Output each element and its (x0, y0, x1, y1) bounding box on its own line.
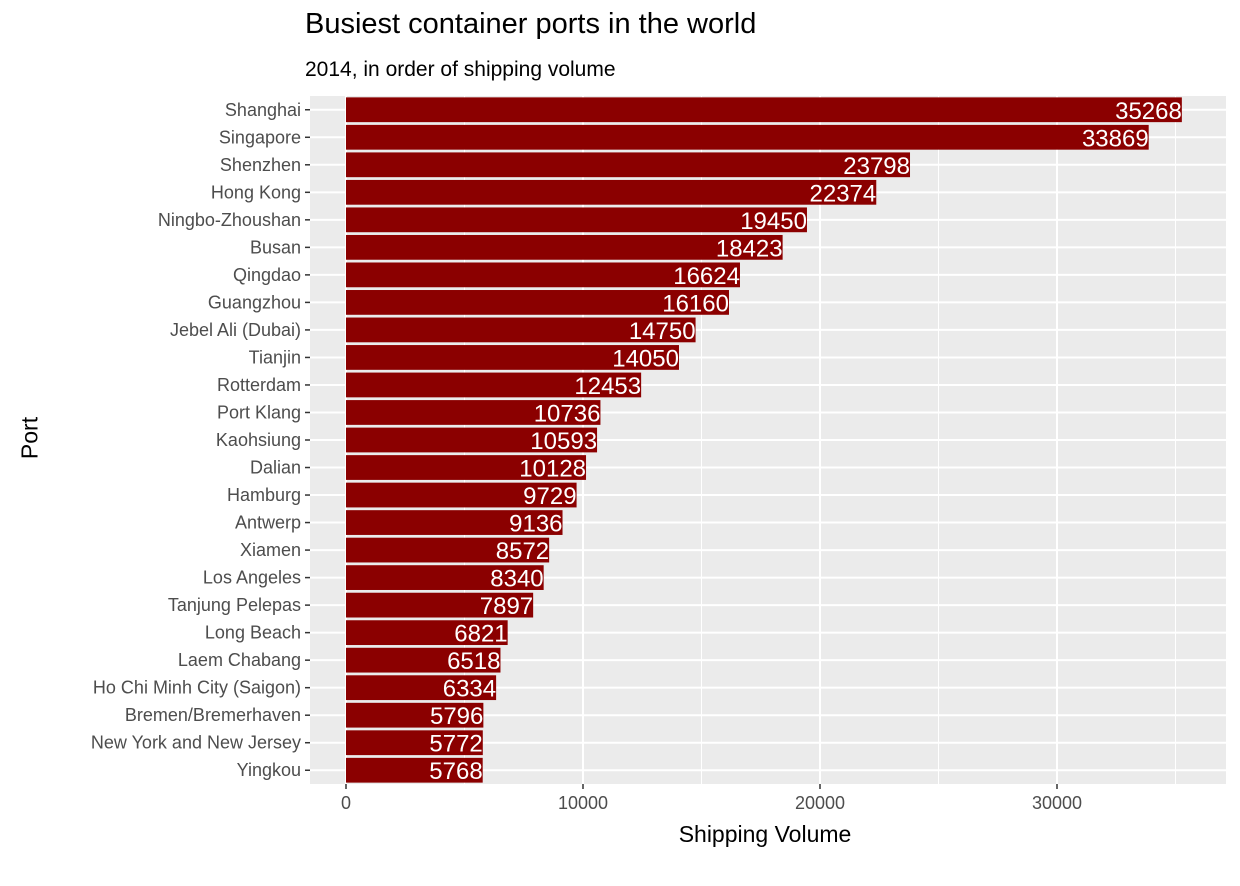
chart-subtitle: 2014, in order of shipping volume (305, 58, 616, 81)
y-tick-label: Hamburg (227, 485, 301, 505)
bar-value-label: 9729 (523, 483, 576, 510)
bar-value-label: 10593 (530, 428, 597, 455)
bar-value-label: 6334 (443, 676, 496, 703)
bar (346, 565, 544, 590)
y-tick-label: Rotterdam (217, 375, 301, 395)
y-tick-label: Dalian (250, 458, 301, 478)
bar-value-label: 6821 (454, 621, 507, 648)
y-tick-label: Ningbo-Zhoushan (158, 210, 301, 230)
y-tick-label: Shanghai (225, 100, 301, 120)
bar (346, 290, 729, 315)
y-tick-label: Port Klang (217, 402, 301, 422)
y-tick-label: Qingdao (233, 265, 301, 285)
bar (346, 620, 508, 646)
bar-value-label: 8340 (490, 566, 543, 593)
y-tick-label: Long Beach (205, 623, 301, 643)
y-tick-label: Ho Chi Minh City (Saigon) (93, 678, 301, 698)
bar (346, 400, 601, 425)
x-tick-label: 20000 (795, 793, 845, 813)
bar-value-label: 5772 (429, 731, 482, 758)
bar-value-label: 14750 (629, 318, 696, 345)
bar (346, 730, 483, 756)
y-tick-label: Los Angeles (203, 568, 301, 588)
bar (346, 427, 598, 453)
y-tick-label: New York and New Jersey (91, 733, 301, 753)
bar (346, 372, 642, 398)
bars (346, 97, 1182, 783)
y-tick-label: Tianjin (249, 347, 301, 367)
bar-value-label: 16160 (662, 290, 729, 317)
bar-value-label: 5768 (429, 758, 482, 785)
y-tick-label: Yingkou (237, 760, 301, 780)
bar (346, 317, 696, 343)
bar-value-label: 33869 (1082, 125, 1149, 152)
y-tick-label: Shenzhen (220, 155, 301, 175)
y-tick-label: Xiamen (240, 540, 301, 560)
x-axis-ticks: 0 10000 20000 30000 (341, 784, 1082, 813)
bar (346, 97, 1182, 123)
x-axis-label: Shipping Volume (678, 821, 852, 847)
y-tick-label: Tanjung Pelepas (168, 595, 301, 615)
bar-value-label: 5796 (430, 703, 483, 730)
y-tick-label: Kaohsiung (216, 430, 301, 450)
chart-title: Busiest container ports in the world (305, 8, 757, 40)
bar (346, 455, 587, 480)
bar-value-label: 10736 (534, 400, 601, 427)
bar (346, 345, 679, 370)
bar (346, 234, 783, 260)
bar (346, 152, 911, 178)
y-tick-label: Guangzhou (208, 292, 301, 312)
bar-value-label: 22374 (810, 180, 877, 207)
x-tick-label: 10000 (558, 793, 608, 813)
bar-value-label: 18423 (716, 235, 783, 262)
bar (346, 757, 483, 783)
y-axis-ticks: Shanghai Singapore Shenzhen Hong Kong Ningbo… (91, 100, 310, 780)
bar-value-label: 35268 (1115, 98, 1182, 125)
bar (346, 124, 1149, 150)
bar (346, 537, 550, 563)
y-tick-label: Jebel Ali (Dubai) (170, 320, 301, 340)
bar (346, 482, 577, 508)
bar (346, 262, 740, 288)
bar (346, 702, 484, 728)
bar-value-label: 10128 (519, 456, 586, 483)
y-tick-label: Antwerp (235, 513, 301, 533)
bar-value-label: 7897 (480, 593, 533, 620)
bar (346, 207, 807, 233)
y-tick-label: Singapore (219, 127, 301, 147)
bar (346, 179, 877, 205)
x-tick-label: 0 (341, 793, 351, 813)
y-tick-label: Bremen/Bremerhaven (125, 705, 301, 725)
bar-value-label: 6518 (447, 648, 500, 675)
bar-value-label: 23798 (843, 153, 910, 180)
bar-value-label: 19450 (740, 208, 807, 235)
bar-value-label: 14050 (612, 345, 679, 372)
y-tick-label: Busan (250, 237, 301, 257)
bar (346, 675, 497, 701)
x-tick-label: 30000 (1032, 793, 1082, 813)
bar-value-label: 16624 (673, 263, 740, 290)
bar-value-label: 8572 (496, 538, 549, 565)
y-tick-label: Hong Kong (211, 182, 301, 202)
bar (346, 510, 563, 535)
bar (346, 647, 501, 673)
bar-value-label: 12453 (574, 373, 641, 400)
y-tick-label: Laem Chabang (178, 650, 301, 670)
bar-value-label: 9136 (509, 511, 562, 538)
bar (346, 592, 534, 618)
